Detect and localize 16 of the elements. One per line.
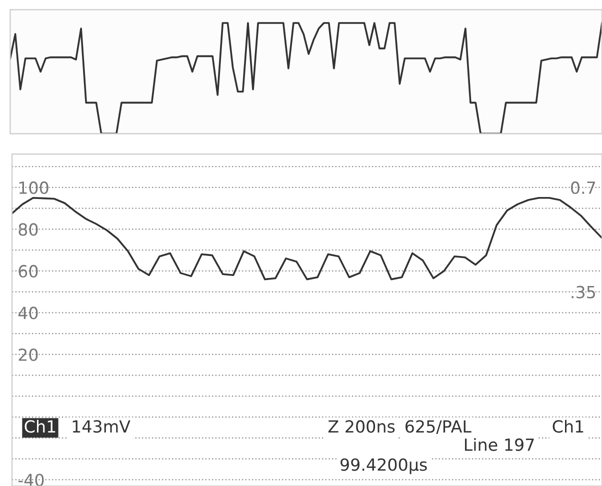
line-series — [12, 197, 602, 280]
annotation: Z 200ns — [328, 420, 395, 433]
annotation: Ch1 — [552, 420, 584, 433]
y2-tick-label: .35 — [572, 286, 595, 298]
y-tick-label: 80 — [18, 223, 38, 236]
y-tick-label: 20 — [18, 348, 38, 362]
annotation: Ch1 — [24, 420, 56, 433]
annotation: 625/PAL — [406, 420, 472, 434]
annotation: 99.4200µs — [340, 458, 427, 474]
annotation: 143mV — [72, 420, 130, 433]
y-tick-label: -40 — [18, 474, 44, 486]
y2-tick-label: 0.7 — [571, 181, 596, 194]
y-tick-label: 60 — [18, 264, 38, 278]
annotation: Line 197 — [464, 438, 534, 452]
y-tick-label: 100 — [19, 181, 48, 194]
y-tick-label: 40 — [18, 306, 38, 320]
